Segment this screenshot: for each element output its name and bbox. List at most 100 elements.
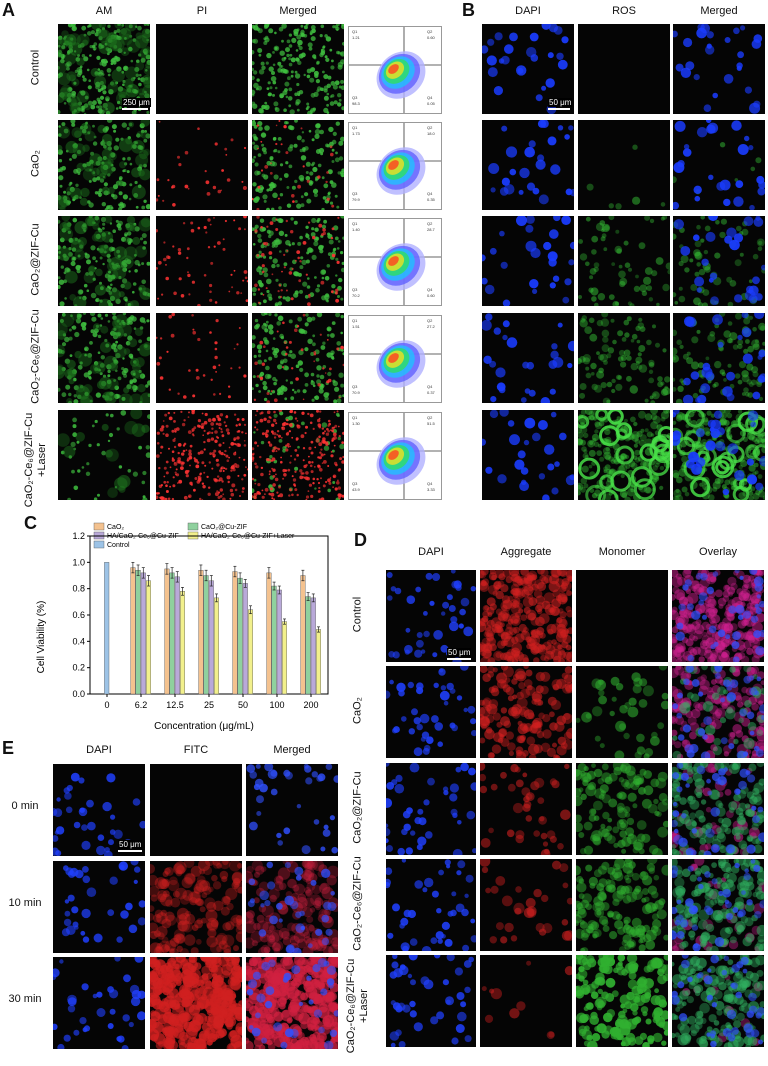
dapi-image [386, 666, 476, 758]
column-header-pi: PI [156, 5, 248, 17]
fitc-image [150, 764, 242, 856]
bar [131, 568, 136, 694]
flow-quadrant-value: Q1 [352, 318, 358, 323]
column-header-aggregate: Aggregate [480, 546, 572, 558]
pi-image [156, 120, 248, 210]
ros-image [578, 410, 670, 500]
merged-image [252, 313, 344, 403]
ros-image [578, 216, 670, 306]
legend-label: Control [107, 542, 130, 549]
monomer-image [576, 955, 668, 1047]
flow-quadrant-value: Q1 [352, 221, 358, 226]
pi-image [156, 313, 248, 403]
merged-image [246, 861, 338, 953]
ros-image [578, 120, 670, 210]
flow-quadrant-value: Q3 [352, 191, 358, 196]
flow-quadrant-value: Q2 [427, 125, 433, 130]
overlay-image [672, 859, 764, 951]
merged-image [673, 216, 765, 306]
flow-quadrant-value: 3.33 [427, 487, 436, 492]
bar [146, 581, 151, 694]
dapi-image [53, 957, 145, 1049]
y-tick-label: 0.0 [72, 689, 85, 699]
bar [165, 569, 170, 694]
column-header-overlay: Overlay [672, 546, 764, 558]
scale-bar [118, 850, 142, 852]
merged-image [252, 216, 344, 306]
dapi-image [482, 216, 574, 306]
ros-image [578, 313, 670, 403]
merged-image [246, 957, 338, 1049]
pi-image [156, 410, 248, 500]
scale-bar [548, 108, 570, 110]
flow-quadrant-value: Q1 [352, 415, 358, 420]
bar [282, 622, 287, 694]
legend-label: CaO₂@Cu-ZIF [201, 524, 247, 531]
x-axis-label: Concentration (μg/mL) [154, 721, 254, 732]
bar [277, 590, 282, 694]
bar [199, 570, 204, 694]
column-header-merged: Merged [246, 744, 338, 756]
merged-image [673, 120, 765, 210]
fitc-image [150, 861, 242, 953]
monomer-image [576, 570, 668, 662]
y-tick-label: 0.8 [72, 584, 85, 594]
row-label: CaO₂@ZIF-Cu [30, 205, 43, 315]
scale-bar [447, 658, 471, 660]
flow-quadrant-value: 70.9 [352, 390, 361, 395]
flow-quadrant-value: 0.05 [427, 101, 436, 106]
flow-quadrant-value: 1.51 [352, 324, 361, 329]
row-label: 30 min [0, 993, 50, 1005]
y-tick-label: 0.6 [72, 610, 85, 620]
column-header-fitc: FITC [150, 744, 242, 756]
flow-quadrant-value: Q3 [352, 287, 358, 292]
overlay-image [672, 763, 764, 855]
x-tick-label: 200 [303, 700, 318, 710]
monomer-image [576, 859, 668, 951]
bar [238, 578, 243, 694]
aggregate-image [480, 859, 572, 951]
dapi-image [482, 120, 574, 210]
dapi-image [386, 859, 476, 951]
row-label: 0 min [0, 800, 50, 812]
am-image [58, 120, 150, 210]
merged-image [252, 410, 344, 500]
dapi-image [482, 410, 574, 500]
aggregate-image [480, 955, 572, 1047]
panel-label-e: E [2, 738, 14, 759]
flow-quadrant-value: 43.9 [352, 487, 361, 492]
overlay-image [672, 666, 764, 758]
row-label: CaO₂-Ce₆@ZIF-Cu +Laser [23, 405, 49, 515]
dapi-image [386, 763, 476, 855]
overlay-image [672, 955, 764, 1047]
flow-quadrant-value: Q3 [352, 384, 358, 389]
column-header-am: AM [58, 5, 150, 17]
scale-bar-label: 50 μm [118, 840, 142, 849]
am-image [58, 410, 150, 500]
flow-quadrant-value: Q3 [352, 481, 358, 486]
column-header-monomer: Monomer [576, 546, 668, 558]
bar [141, 573, 146, 694]
y-tick-label: 1.2 [72, 531, 85, 541]
flow-quadrant-value: Q1 [352, 29, 358, 34]
bar [180, 591, 185, 694]
column-header-dapi: DAPI [482, 5, 574, 17]
row-label: CaO₂-Ce₆@ZIF-Cu +Laser [345, 946, 371, 1066]
flow-quadrant-value: 27.2 [427, 324, 436, 329]
legend-swatch [94, 523, 104, 530]
flow-quadrant-value: Q4 [427, 191, 433, 196]
bar [204, 576, 209, 695]
scale-bar-label: 50 μm [447, 648, 471, 657]
flow-quadrant-value: 79.9 [352, 197, 361, 202]
bar [104, 562, 109, 694]
flow-quadrant-value: 1.73 [352, 131, 361, 136]
scale-bar-label: 50 μm [548, 98, 572, 107]
panel-label-d: D [354, 530, 367, 551]
overlay-image [672, 570, 764, 662]
flow-quadrant-value: Q2 [427, 29, 433, 34]
